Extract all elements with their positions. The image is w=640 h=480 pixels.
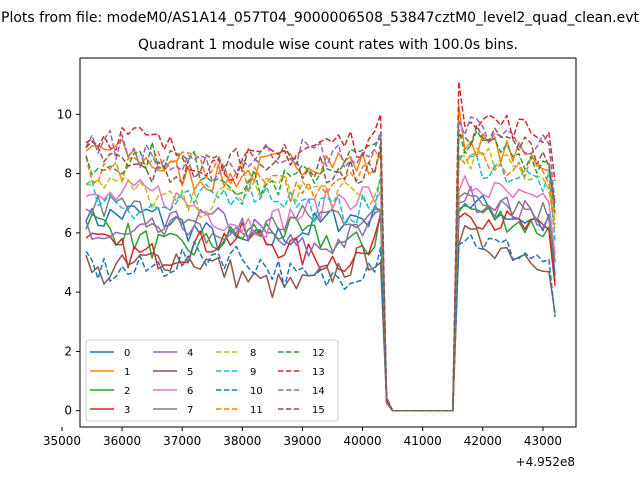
series-line-0 xyxy=(85,194,556,412)
legend-label-5: 5 xyxy=(187,367,193,378)
axes-frame xyxy=(79,57,577,428)
y-axis: 0 2 4 6 8 10 xyxy=(57,107,80,418)
legend-label-4: 4 xyxy=(187,348,193,359)
series-line-11 xyxy=(85,149,556,412)
series-line-10 xyxy=(85,234,556,412)
x-tick-label: 38000 xyxy=(223,434,261,448)
x-tick-label: 39000 xyxy=(283,434,321,448)
legend-box xyxy=(85,339,339,422)
legend-label-3: 3 xyxy=(124,405,130,416)
series-line-4 xyxy=(85,185,556,412)
y-tick-label: 0 xyxy=(64,404,72,418)
series-line-13 xyxy=(85,80,556,412)
legend-label-11: 11 xyxy=(250,405,263,416)
series-line-6 xyxy=(85,175,556,412)
x-tick-label: 37000 xyxy=(163,434,201,448)
legend-label-2: 2 xyxy=(124,386,130,397)
legend-label-10: 10 xyxy=(250,386,263,397)
x-tick-label: 43000 xyxy=(524,434,562,448)
y-tick-label: 10 xyxy=(57,107,72,121)
x-tick-label: 36000 xyxy=(103,434,141,448)
legend-label-0: 0 xyxy=(124,348,130,359)
y-tick-label: 6 xyxy=(64,226,72,240)
figure-suptitle: Plots from file: modeM0/AS1A14_057T04_90… xyxy=(1,10,639,26)
x-tick-label: 35000 xyxy=(43,434,81,448)
series-line-5 xyxy=(85,224,556,412)
y-tick-label: 8 xyxy=(64,167,72,181)
series-line-7 xyxy=(85,192,556,412)
series-layer xyxy=(85,80,556,412)
y-tick-label: 4 xyxy=(64,285,72,299)
series-line-8 xyxy=(85,147,556,412)
series-line-15 xyxy=(85,124,556,412)
y-tick-label: 2 xyxy=(64,344,72,358)
legend-label-8: 8 xyxy=(250,348,256,359)
x-tick-label: 40000 xyxy=(343,434,381,448)
series-line-14 xyxy=(85,116,556,412)
legend-label-6: 6 xyxy=(187,386,193,397)
series-line-9 xyxy=(85,150,556,412)
legend-label-9: 9 xyxy=(250,367,256,378)
x-offset-label: +4.952e8 xyxy=(516,455,575,469)
chart-title: Quadrant 1 module wise count rates with … xyxy=(138,37,518,53)
x-tick-label: 41000 xyxy=(404,434,442,448)
x-tick-label: 42000 xyxy=(464,434,502,448)
x-axis: 35000 36000 37000 38000 39000 40000 41000 42000… xyxy=(43,427,562,448)
legend-label-12: 12 xyxy=(312,348,325,359)
legend-label-7: 7 xyxy=(187,405,193,416)
legend-label-15: 15 xyxy=(312,405,325,416)
legend-label-1: 1 xyxy=(124,367,130,378)
legend-label-13: 13 xyxy=(312,367,325,378)
legend-label-14: 14 xyxy=(312,386,325,397)
